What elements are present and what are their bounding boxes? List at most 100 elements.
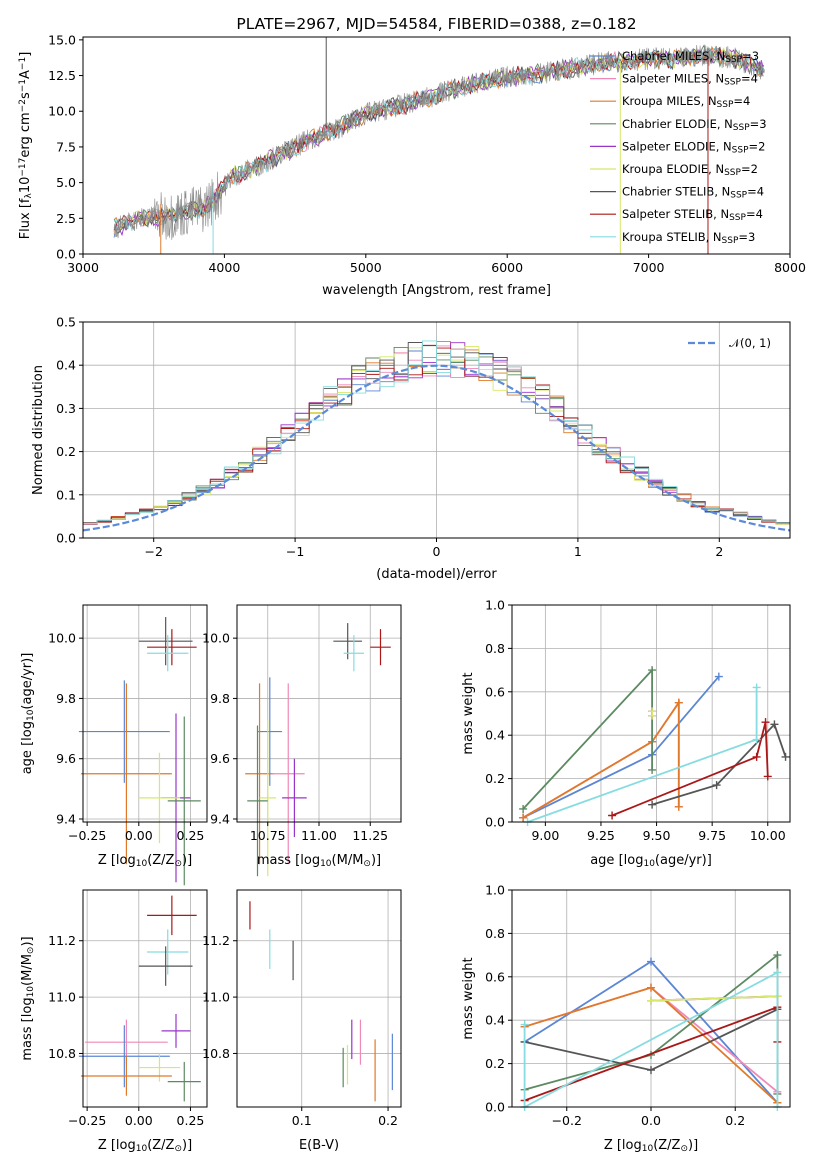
x-tick-label: 0.2	[378, 1113, 398, 1128]
spectrum-ylabel-part: 10	[18, 177, 33, 194]
legend-label-salp_miles-part: Salpeter MILES, N	[622, 72, 724, 86]
weight-marker-salp_stelib	[608, 811, 617, 820]
panel-xlabel-part: mass [log	[257, 853, 320, 868]
panel-xlabel-part: )]	[688, 1138, 698, 1153]
legend-label-krou_elodie-part: Kroupa ELODIE, N	[622, 162, 724, 176]
y-tick-label: 7.5	[56, 139, 76, 154]
x-tick-label: 0.00	[125, 828, 153, 843]
errorbar-point-krou_stelib	[147, 635, 189, 672]
errorbar-point-chab_elodie	[167, 1061, 201, 1102]
legend-label-chab_elodie-part: =3	[750, 117, 767, 131]
y-tick-label: 9.8	[210, 691, 230, 706]
spectrum-panel: 3000 4000 5000 6000 7000 8000 0.0 2.5 5.0 7.5 10.0…	[18, 15, 806, 298]
legend-label-salp_miles: Salpeter MILES, NSSP=4	[622, 72, 758, 88]
residual-histogram-panel: −2 −1 0 1 2 0.0 0.1 0.2 0.3 0.4 0.5 (data-model)/er…	[31, 315, 791, 582]
weight-marker-krou_elodie	[647, 996, 655, 1005]
y-tick-label: 10.0	[48, 104, 76, 119]
x-tick-label: 1	[574, 544, 582, 559]
x-tick-label: 0.25	[177, 828, 205, 843]
x-tick-label: 0.1	[292, 1113, 312, 1128]
weight-marker-chab_elodie	[648, 765, 657, 774]
histogram-xlabel: (data-model)/error	[376, 567, 497, 582]
legend-label-salp_stelib-part: SSP	[729, 213, 746, 223]
panel-xlabel: age [log10(age/yr)]	[590, 853, 712, 869]
weight-marker-salp_stelib	[763, 772, 772, 781]
spectrum-ylabel-part: −1	[18, 79, 28, 92]
weight-line-chab_elodie	[522, 667, 653, 810]
axes-frame	[82, 604, 208, 823]
weight-marker-chab_elodie	[648, 666, 657, 675]
weight-marker-salp_stelib	[752, 752, 761, 761]
x-tick-label: 0.2	[725, 1113, 745, 1128]
legend-label-krou_elodie-part: =2	[741, 162, 758, 176]
errorbar-point-salp_stelib	[147, 895, 197, 936]
errorbar-point-salp_elodie	[282, 758, 307, 838]
panel-xlabel-part: (age/yr)]	[655, 853, 712, 868]
axes-frame	[82, 889, 208, 1108]
panel-xlabel: Z [log10(Z/Z⊙)]	[98, 1138, 192, 1154]
panel-xlabel-part: age [log	[590, 853, 643, 868]
panel-ylabel: mass weight	[461, 957, 476, 1039]
gaussian-curve	[83, 364, 790, 532]
spectrum-plot	[113, 37, 765, 254]
legend-label-chab_stelib-part: SSP	[730, 191, 747, 201]
y-tick-label: 0.0	[56, 247, 76, 262]
legend-label-krou_elodie-part: SSP	[724, 168, 741, 178]
panel-xlabel-part: )]	[182, 853, 192, 868]
weight-marker-krou_miles	[674, 698, 683, 707]
legend-label-salp_stelib: Salpeter STELIB, NSSP=4	[622, 207, 763, 223]
panel-xlabel: Z [log10(Z/Z⊙)]	[98, 853, 192, 869]
y-tick-label: 0.4	[485, 728, 505, 743]
panel-xlabel-part: Z [log	[98, 853, 136, 868]
legend-label-salp_elodie-part: SSP	[732, 146, 749, 156]
axes-frame	[82, 36, 791, 255]
y-tick-label: 0.0	[485, 1100, 505, 1115]
weight-marker-krou_elodie	[648, 711, 657, 720]
panel-xlabel-part: ⊙	[174, 1144, 182, 1154]
x-tick-label: 4000	[208, 260, 240, 275]
panel-xlabel-part: 10	[320, 859, 332, 869]
x-tick-label: 9.75	[698, 828, 726, 843]
x-tick-label: 5000	[350, 260, 382, 275]
y-tick-label: 10.8	[202, 1046, 230, 1061]
x-tick-label: 6000	[491, 260, 523, 275]
weight-vs-metallicity-panel: −0.2 0.0 0.2 0.0 0.2 0.4 0.6 0.8 1.0 Z [log10(Z/Z…	[461, 883, 791, 1154]
axes-frame	[511, 604, 791, 823]
panel-xlabel-part: 10	[136, 1144, 148, 1154]
y-tick-label: 11.0	[202, 990, 230, 1005]
y-tick-label: 0.3	[56, 401, 76, 416]
weight-marker-chab_stelib	[712, 781, 721, 790]
hist-plot	[83, 340, 790, 532]
x-tick-label: 0.25	[177, 1113, 205, 1128]
legend-label-krou_miles: Kroupa MILES, NSSP=4	[622, 94, 750, 110]
spectrum-ylabel: Flux [fλ10−17erg cm−2s−1A−1]	[18, 52, 34, 240]
y-tick-label: 10.0	[48, 631, 76, 646]
errorbar-point-chab_elodie	[167, 716, 201, 886]
weight-line-krou_elodie	[650, 995, 778, 1002]
weight-line-krou_stelib	[523, 971, 779, 1109]
weight-marker-krou_stelib	[773, 968, 782, 977]
panel-ylabel: mass weight	[461, 672, 476, 754]
legend-label-chab_elodie-part: Chabrier ELODIE, N	[622, 117, 733, 131]
y-tick-label: 10.8	[48, 1046, 76, 1061]
spectrum-ylabel-part: A	[18, 70, 33, 79]
panel-ylabel-part: mass [log	[20, 997, 35, 1060]
legend-label-krou_miles-part: SSP	[717, 100, 734, 110]
legend-label-chab_miles-part: Chabrier MILES, N	[622, 49, 725, 63]
legend-label-gauss: 𝒩(0, 1)	[729, 336, 771, 350]
panel-xlabel-part: Z [log	[98, 1138, 136, 1153]
legend-label-salp_miles-part: =4	[741, 72, 758, 86]
weight-marker-krou_stelib	[520, 1020, 529, 1029]
weight-marker-krou_stelib	[752, 735, 761, 744]
legend-label-chab_stelib: Chabrier STELIB, NSSP=4	[622, 185, 764, 201]
age-vs-mass-panel: 10.75 11.00 11.25 9.4 9.6 9.8 10.0 mass [log10(…	[202, 604, 402, 877]
panel-ylabel-part: (M/M	[20, 954, 35, 986]
y-tick-label: 0.5	[56, 315, 76, 330]
x-tick-label: −2	[144, 544, 162, 559]
legend-label-chab_stelib-part: =4	[747, 185, 764, 199]
panel-xlabel-part: (M/M	[332, 853, 364, 868]
legend-label-krou_elodie: Kroupa ELODIE, NSSP=2	[622, 162, 758, 178]
legend-label-krou_stelib-part: Kroupa STELIB, N	[622, 230, 722, 244]
errorbar-point-chab_miles	[78, 1025, 170, 1088]
y-tick-label: 0.0	[56, 531, 76, 546]
